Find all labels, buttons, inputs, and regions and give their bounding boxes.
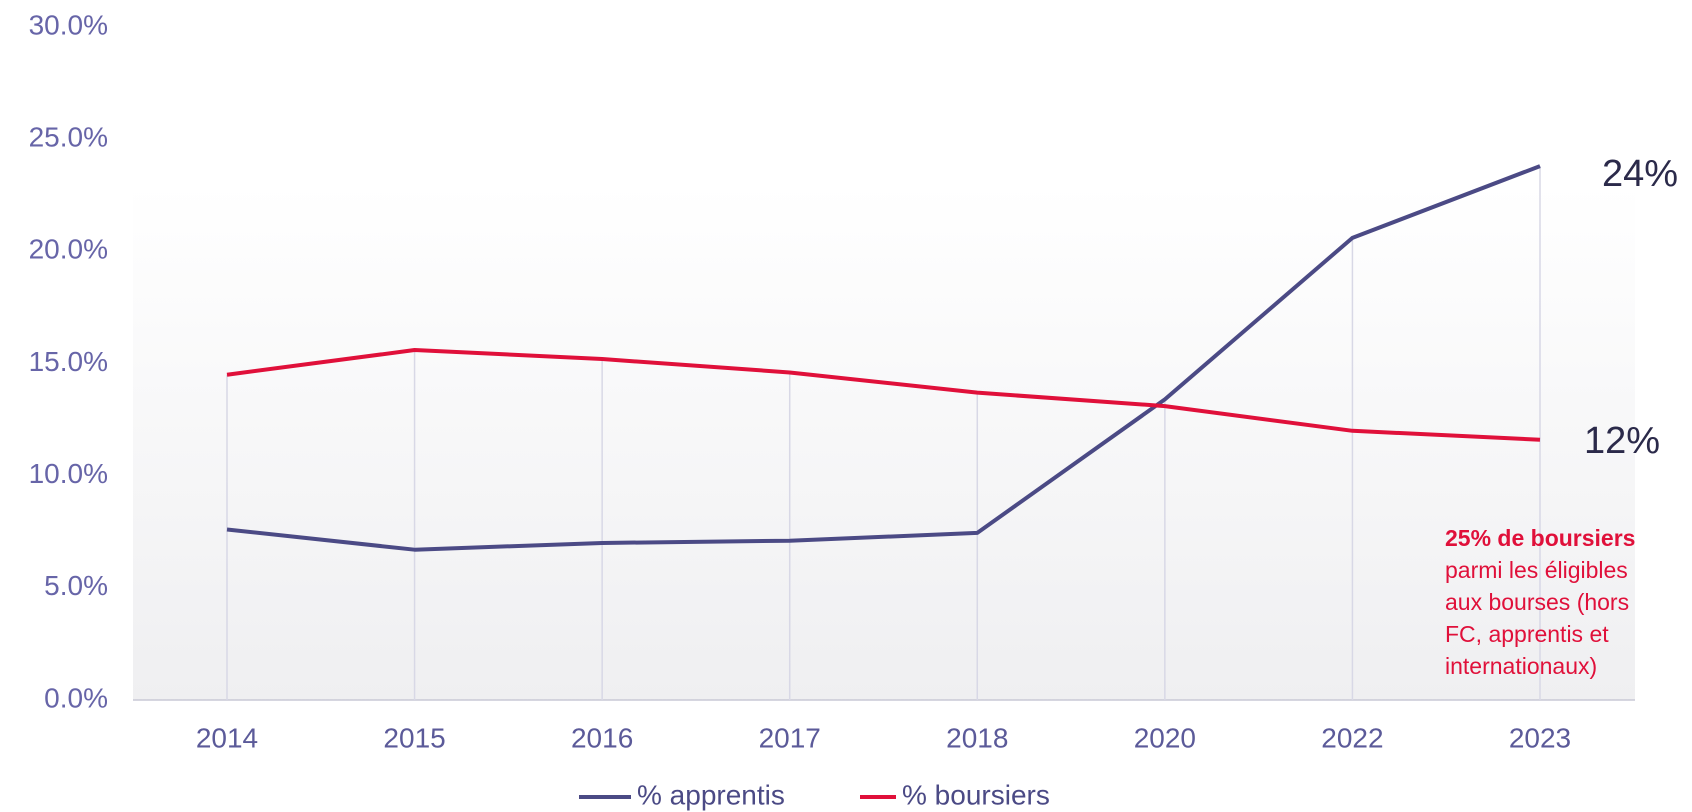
y-tick-label: 15.0% — [29, 346, 108, 377]
x-tick-label: 2023 — [1509, 722, 1571, 753]
x-tick-label: 2016 — [571, 722, 633, 753]
plot-background — [133, 184, 1635, 700]
end-label: 12% — [1584, 420, 1660, 462]
series-line — [226, 348, 1541, 442]
annotation-bold: 25% de boursiers — [1445, 525, 1635, 551]
x-tick-label: 2014 — [196, 722, 258, 753]
legend-label: % apprentis — [637, 779, 785, 810]
end-label: 24% — [1602, 153, 1678, 195]
annotation-line: FC, apprentis et — [1445, 621, 1609, 647]
y-tick-label: 30.0% — [29, 9, 108, 40]
annotation-line: aux bourses (hors — [1445, 589, 1629, 615]
y-tick-label: 10.0% — [29, 458, 108, 489]
x-tick-label: 2018 — [946, 722, 1008, 753]
annotation-line: internationaux) — [1445, 653, 1597, 679]
x-tick-label: 2022 — [1321, 722, 1383, 753]
x-tick-label: 2020 — [1134, 722, 1196, 753]
annotation-line: parmi les éligibles — [1445, 557, 1628, 583]
y-tick-label: 5.0% — [44, 570, 108, 601]
series-line — [226, 164, 1541, 552]
y-tick-label: 20.0% — [29, 234, 108, 265]
x-tick-label: 2017 — [759, 722, 821, 753]
y-tick-label: 25.0% — [29, 122, 108, 153]
y-tick-label: 0.0% — [44, 682, 108, 713]
x-tick-label: 2015 — [383, 722, 445, 753]
legend-label: % boursiers — [902, 779, 1050, 810]
